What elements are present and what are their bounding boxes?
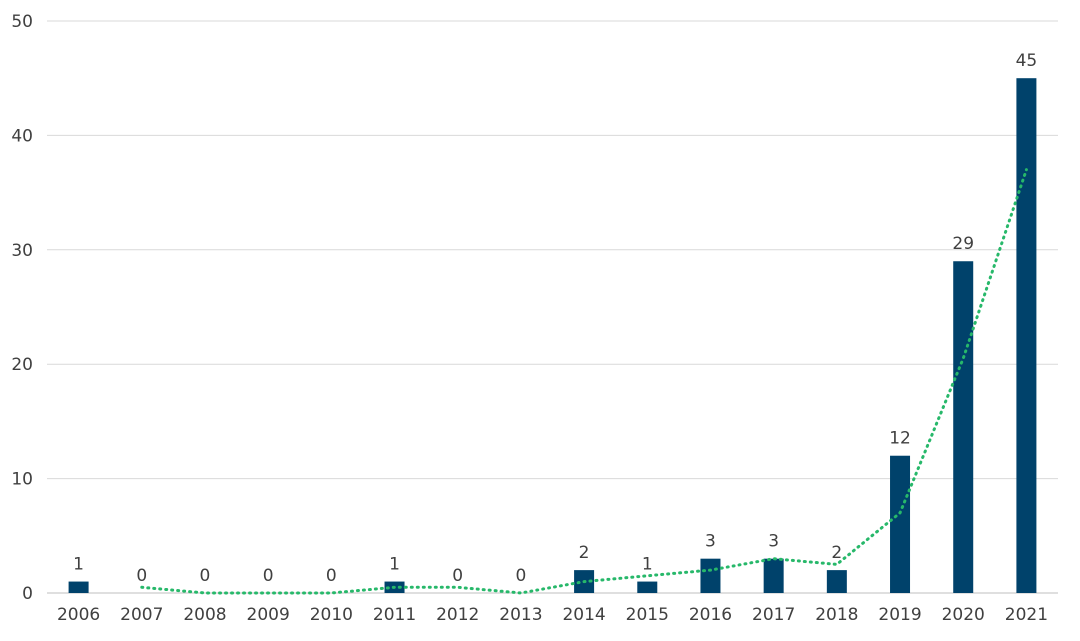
data-label: 3	[768, 532, 779, 552]
data-label: 0	[263, 566, 274, 586]
x-tick-label: 2012	[436, 605, 479, 625]
bar	[953, 261, 974, 593]
bar	[637, 581, 658, 593]
y-tick-label: 50	[11, 12, 33, 32]
data-label: 1	[642, 555, 653, 575]
data-label: 0	[452, 566, 463, 586]
data-label: 45	[1016, 51, 1038, 71]
x-tick-label: 2019	[878, 605, 921, 625]
data-label: 0	[136, 566, 147, 586]
grid-lines	[47, 20, 1058, 594]
data-label: 1	[389, 555, 400, 575]
y-tick-label: 20	[11, 355, 33, 375]
x-tick-label: 2021	[1005, 605, 1048, 625]
x-tick-label: 2017	[752, 605, 795, 625]
x-tick-label: 2011	[373, 605, 416, 625]
trendline-layer	[140, 168, 1028, 595]
data-labels: 1 0 0 0 0 1 0 0 2 1 3 3 2 12 29 45	[73, 51, 1037, 586]
x-tick-label: 2007	[120, 605, 163, 625]
y-axis: 0 10 20 30 40 50	[11, 12, 33, 604]
bar	[890, 455, 911, 593]
data-label: 29	[952, 234, 974, 254]
data-label: 1	[73, 555, 84, 575]
data-label: 2	[831, 543, 842, 563]
data-label: 12	[889, 429, 911, 449]
x-tick-label: 2020	[942, 605, 985, 625]
y-tick-label: 30	[11, 241, 33, 261]
data-label: 0	[326, 566, 337, 586]
trendline	[140, 168, 1028, 595]
bar	[1016, 78, 1037, 593]
data-label: 0	[200, 566, 211, 586]
x-axis: 2006 2007 2008 2009 2010 2011 2012 2013 2014 2015…	[57, 605, 1048, 625]
bar	[763, 558, 784, 593]
x-tick-label: 2010	[310, 605, 353, 625]
data-label: 0	[515, 566, 526, 586]
bar	[700, 558, 721, 593]
y-tick-label: 10	[11, 470, 33, 490]
y-tick-label: 40	[11, 126, 33, 146]
bar	[826, 570, 847, 593]
x-tick-label: 2008	[183, 605, 226, 625]
x-tick-label: 2014	[562, 605, 605, 625]
data-label: 2	[579, 543, 590, 563]
x-tick-label: 2018	[815, 605, 858, 625]
x-tick-label: 2006	[57, 605, 100, 625]
data-label: 3	[705, 532, 716, 552]
x-tick-label: 2013	[499, 605, 542, 625]
x-tick-label: 2015	[626, 605, 669, 625]
x-tick-label: 2016	[689, 605, 732, 625]
x-tick-label: 2009	[247, 605, 290, 625]
bar	[68, 581, 89, 593]
bars	[68, 78, 1037, 593]
y-tick-label: 0	[22, 584, 33, 604]
